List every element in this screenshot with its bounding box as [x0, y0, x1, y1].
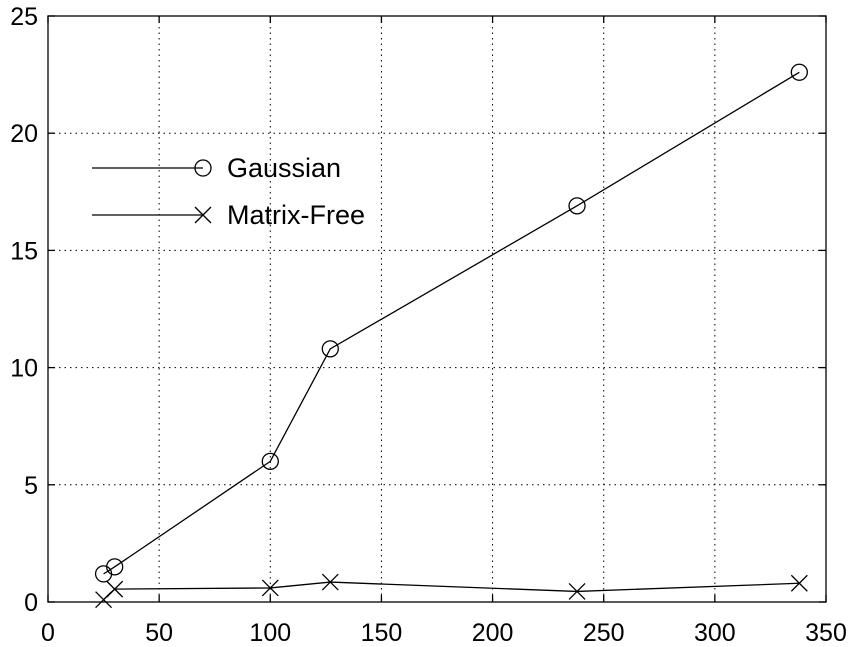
plot-frame: [47, 15, 827, 603]
legend-label: Gaussian: [227, 153, 341, 183]
data-point: [321, 573, 339, 591]
data-point: [261, 579, 279, 597]
x-tick-label: 250: [583, 619, 625, 647]
data-point: [790, 574, 808, 592]
y-tick-label: 20: [10, 120, 38, 148]
data-point: [106, 558, 124, 576]
grid-lines: [48, 16, 826, 602]
series-line-gaussian: [103, 71, 800, 575]
legend: Gaussian Matrix-Free: [92, 153, 365, 230]
data-point: [321, 340, 339, 358]
x-tick-label: 50: [145, 619, 173, 647]
series-group: [94, 63, 808, 609]
x-tick-label: 0: [41, 619, 55, 647]
legend-marker: [194, 206, 212, 224]
x-tick-label: 150: [361, 619, 403, 647]
data-point: [790, 63, 808, 81]
y-tick-label: 10: [10, 355, 38, 383]
legend-marker: [194, 159, 212, 177]
legend-item: Matrix-Free: [92, 200, 365, 230]
x-tick-label: 350: [805, 619, 847, 647]
y-tick-label: 15: [10, 237, 38, 265]
x-tick-label: 300: [694, 619, 736, 647]
data-point: [568, 582, 586, 600]
legend-item: Gaussian: [92, 153, 341, 183]
axis-ticks: 0 50 100 150 200 250 300 350 0 5 10 15 20 25: [10, 3, 847, 647]
data-point: [568, 197, 586, 215]
legend-label: Matrix-Free: [227, 200, 365, 230]
data-point: [106, 580, 124, 598]
y-tick-label: 0: [24, 589, 38, 617]
y-tick-label: 25: [10, 3, 38, 31]
data-point: [261, 452, 279, 471]
y-tick-label: 5: [24, 472, 38, 500]
series-line-matrix-free: [103, 581, 800, 601]
x-tick-label: 200: [472, 619, 514, 647]
x-tick-label: 100: [249, 619, 291, 647]
